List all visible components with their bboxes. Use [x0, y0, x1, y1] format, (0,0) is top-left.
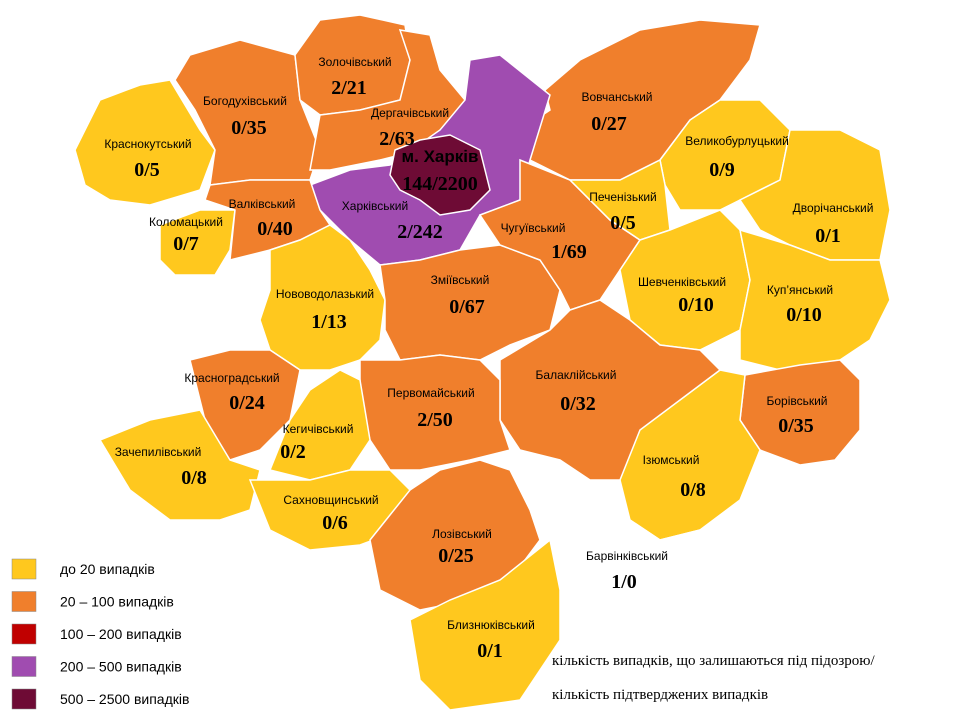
district-value: 1/69: [551, 241, 587, 263]
legend-label: 100 – 200 випадків: [60, 626, 182, 642]
district-name: Балаклійський: [536, 368, 617, 382]
district-value: 2/21: [331, 77, 367, 99]
district-value: 0/67: [449, 296, 485, 318]
district-name: Краснокутський: [104, 137, 191, 151]
district-name: Зачепилівський: [115, 445, 202, 459]
district-value: 1/13: [311, 311, 347, 333]
district-name: Куп’янський: [767, 283, 833, 297]
district-labels: Краснокутський 0/5 Богодухівський 0/35 Золоч…: [104, 55, 873, 662]
legend-swatch: [11, 623, 37, 645]
district-name: м. Харків: [402, 147, 479, 166]
districts: [74, 14, 891, 711]
district-name: Харківський: [342, 199, 408, 213]
legend-swatch: [11, 656, 37, 677]
district-area: [739, 228, 891, 371]
legend-label: до 20 випадків: [60, 561, 155, 577]
district-value: 2/63: [379, 128, 415, 150]
district-value: 0/1: [477, 640, 503, 662]
district-value: 0/7: [173, 233, 199, 255]
district-area: [259, 224, 386, 371]
district-name: Борівський: [766, 394, 827, 408]
district-area: [379, 244, 561, 361]
district-name: Золочівський: [318, 55, 391, 69]
district-value: 0/25: [438, 545, 474, 567]
district-name: Дергачівський: [371, 106, 449, 120]
district-value: 0/10: [678, 294, 714, 316]
district-value: 0/6: [322, 512, 348, 534]
district-name: Кегичівський: [283, 422, 354, 436]
district-name: Вовчанський: [582, 90, 653, 104]
district-value: 0/32: [560, 393, 596, 415]
district-value: 0/5: [134, 159, 160, 181]
note-line: кількість випадків, що залишаються під п…: [552, 653, 875, 669]
district-value: 0/8: [181, 467, 207, 489]
district-area: [568, 158, 671, 241]
district-name: Коломацький: [149, 215, 223, 229]
district-value: 0/35: [231, 117, 267, 139]
district-value: 0/2: [280, 441, 306, 463]
district-value: 0/8: [680, 479, 706, 501]
district-area: [369, 459, 541, 611]
district-name: Дворічанський: [793, 201, 874, 215]
district-value: 2/242: [397, 221, 443, 243]
district-value: 1/0: [611, 571, 637, 593]
district-value: 0/35: [778, 415, 814, 437]
district-name: Близнюківський: [447, 618, 535, 632]
district-value: 0/9: [709, 159, 735, 181]
legend-label: 20 – 100 випадків: [60, 594, 174, 610]
district-name: Лозівський: [432, 527, 492, 541]
district-area: [409, 538, 561, 711]
district-name: Ізюмський: [643, 453, 700, 467]
district-value: 144/2200: [402, 173, 478, 195]
legend-label: 500 – 2500 випадків: [60, 691, 189, 707]
district-value: 0/27: [591, 113, 627, 135]
district-name: Великобурлуцький: [685, 134, 789, 148]
legend-swatch: [11, 591, 37, 612]
district-area: [499, 299, 722, 481]
district-value: 0/1: [815, 225, 841, 247]
district-value: 0/24: [229, 392, 265, 414]
legend-swatch: [11, 688, 37, 710]
district-name: Чугуївський: [501, 221, 566, 235]
district-name: Шевченківський: [638, 275, 726, 289]
district-name: Нововодолазький: [276, 287, 374, 301]
district-area: [309, 29, 466, 171]
district-value: 0/5: [610, 212, 636, 234]
legend-swatch: [11, 558, 37, 580]
district-name: Зміївський: [431, 273, 490, 287]
legend-label: 200 – 500 випадків: [60, 659, 182, 675]
district-name: Валківський: [229, 197, 296, 211]
district-value: 0/10: [786, 304, 822, 326]
district-name: Барвінківський: [586, 549, 668, 563]
district-value: 0/40: [257, 218, 293, 240]
district-name: Сахновщинський: [283, 493, 378, 507]
district-name: Красноградський: [184, 371, 279, 385]
district-area: [159, 209, 236, 276]
district-value: 2/50: [417, 409, 453, 431]
note-line: кількість підтверджених випадків: [552, 687, 768, 703]
district-name: Первомайський: [387, 386, 474, 400]
district-name: Печенізький: [589, 190, 657, 204]
district-name: Богодухівський: [203, 94, 287, 108]
district-area: [389, 134, 491, 216]
